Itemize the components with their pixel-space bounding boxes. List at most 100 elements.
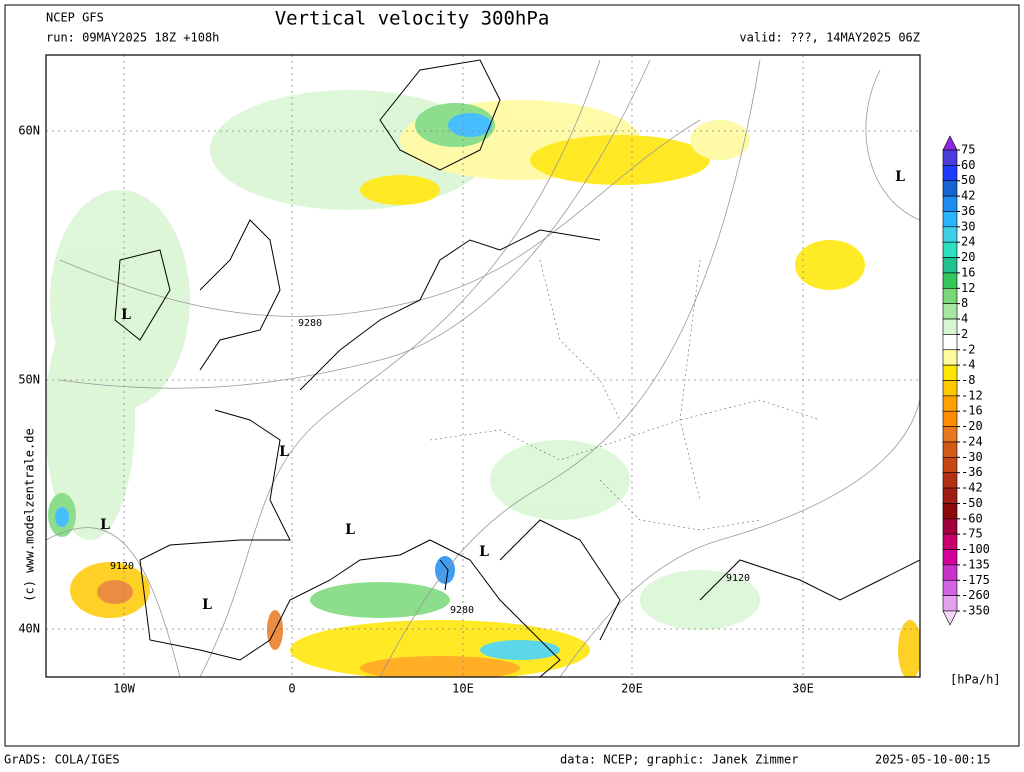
colorbar-label: -100 [961, 542, 990, 556]
contour-label: 9280 [450, 605, 474, 616]
longitude-label: 10E [452, 682, 474, 696]
longitude-label: 0 [288, 682, 295, 696]
colorbar-label: -4 [961, 358, 975, 372]
colorbar-box [942, 257, 958, 274]
contour-label: 9120 [726, 573, 750, 584]
colorbar-box [942, 441, 958, 458]
colorbar-box [942, 226, 958, 243]
colorbar-label: 2 [961, 327, 968, 341]
colorbar-label: 36 [961, 204, 975, 218]
colorbar-cap [942, 135, 958, 151]
colorbar-label: -350 [961, 604, 990, 618]
colorbar-label: 16 [961, 265, 975, 279]
colorbar-label: 12 [961, 281, 975, 295]
low-pressure-marker: L [121, 307, 131, 323]
colorbar-box [942, 180, 958, 197]
colorbar-label: -75 [961, 527, 983, 541]
graticule [46, 55, 920, 677]
map-field [46, 55, 920, 677]
low-pressure-marker: L [279, 444, 289, 460]
low-pressure-marker: L [345, 522, 355, 538]
low-pressure-marker: L [202, 597, 212, 613]
colorbar-label: -30 [961, 450, 983, 464]
colorbar-label: 20 [961, 250, 975, 264]
colorbar-label: -16 [961, 404, 983, 418]
colorbar-box [942, 549, 958, 566]
colorbar-box [942, 241, 958, 258]
colorbar-box [942, 349, 958, 366]
colorbar-label: 42 [961, 189, 975, 203]
colorbar-box [942, 410, 958, 427]
colorbar-unit: [hPa/h] [950, 673, 1001, 687]
model-name: NCEP GFS [46, 11, 104, 25]
map-border [45, 54, 921, 678]
colorbar-box [942, 533, 958, 550]
colorbar-label: 50 [961, 173, 975, 187]
colorbar-box [942, 564, 958, 581]
colorbar-label: -2 [961, 342, 975, 356]
colorbar-box [942, 395, 958, 412]
colorbar-label: -36 [961, 465, 983, 479]
valid-time: valid: ???, 14MAY2025 06Z [739, 31, 920, 45]
data-credit: data: NCEP; graphic: Janek Zimmer [560, 753, 798, 767]
contour-label: 9120 [110, 561, 134, 572]
colorbar-box [942, 380, 958, 397]
map-labels: 60N 50N 40N 10W 0 10E 20E 30E L L L L L L L 9280 9280 912… [18, 124, 905, 696]
colorbar-label: -42 [961, 481, 983, 495]
colorbar-box [942, 457, 958, 474]
colorbar-label: -50 [961, 496, 983, 510]
run-info: run: 09MAY2025 18Z +108h [46, 31, 219, 45]
colorbar: 75605042363024201612842-2-4-8-12-16-20-2… [942, 135, 990, 626]
colorbar-box [942, 287, 958, 304]
colorbar-box [942, 149, 958, 166]
colorbar-label: 60 [961, 158, 975, 172]
colorbar-box [942, 472, 958, 489]
low-pressure-marker: L [479, 544, 489, 560]
colorbar-box [942, 195, 958, 212]
colorbar-box [942, 595, 958, 612]
low-pressure-marker: L [895, 169, 905, 185]
colorbar-label: 24 [961, 235, 975, 249]
colorbar-label: -12 [961, 388, 983, 402]
colorbar-cap [942, 610, 958, 626]
colorbar-box [942, 303, 958, 320]
borders [429, 259, 821, 531]
colorbar-box [942, 426, 958, 443]
colorbar-label: -260 [961, 588, 990, 602]
coastlines [114, 59, 920, 677]
colorbar-box [942, 579, 958, 596]
longitude-label: 30E [792, 682, 814, 696]
colorbar-box [942, 165, 958, 182]
colorbar-label: 75 [961, 143, 975, 157]
colorbar-label: -8 [961, 373, 975, 387]
colorbar-label: 8 [961, 296, 968, 310]
copyright: (c) www.modelzentrale.de [23, 428, 37, 601]
colorbar-box [942, 318, 958, 335]
colorbar-box [942, 487, 958, 504]
longitude-label: 20E [621, 682, 643, 696]
contour-label: 9280 [298, 318, 322, 329]
latitude-label: 40N [18, 622, 40, 636]
colorbar-label: -175 [961, 573, 990, 587]
longitude-label: 10W [113, 682, 135, 696]
colorbar-label: -60 [961, 511, 983, 525]
latitude-label: 60N [18, 124, 40, 138]
colorbar-label: 30 [961, 219, 975, 233]
latitude-label: 50N [18, 373, 40, 387]
colorbar-box [942, 272, 958, 289]
colorbar-label: -24 [961, 434, 983, 448]
colorbar-box [942, 503, 958, 520]
low-pressure-marker: L [100, 517, 110, 533]
map-title: Vertical velocity 300hPa [275, 8, 550, 30]
timestamp: 2025-05-10-00:15 [875, 753, 991, 767]
colorbar-box [942, 518, 958, 535]
colorbar-box [942, 211, 958, 228]
software-credit: GrADS: COLA/IGES [4, 753, 120, 767]
colorbar-box [942, 364, 958, 381]
height-contours [46, 59, 920, 677]
velocity-shading [46, 90, 920, 677]
frame [4, 4, 1020, 747]
colorbar-label: -135 [961, 557, 990, 571]
colorbar-box [942, 334, 958, 351]
